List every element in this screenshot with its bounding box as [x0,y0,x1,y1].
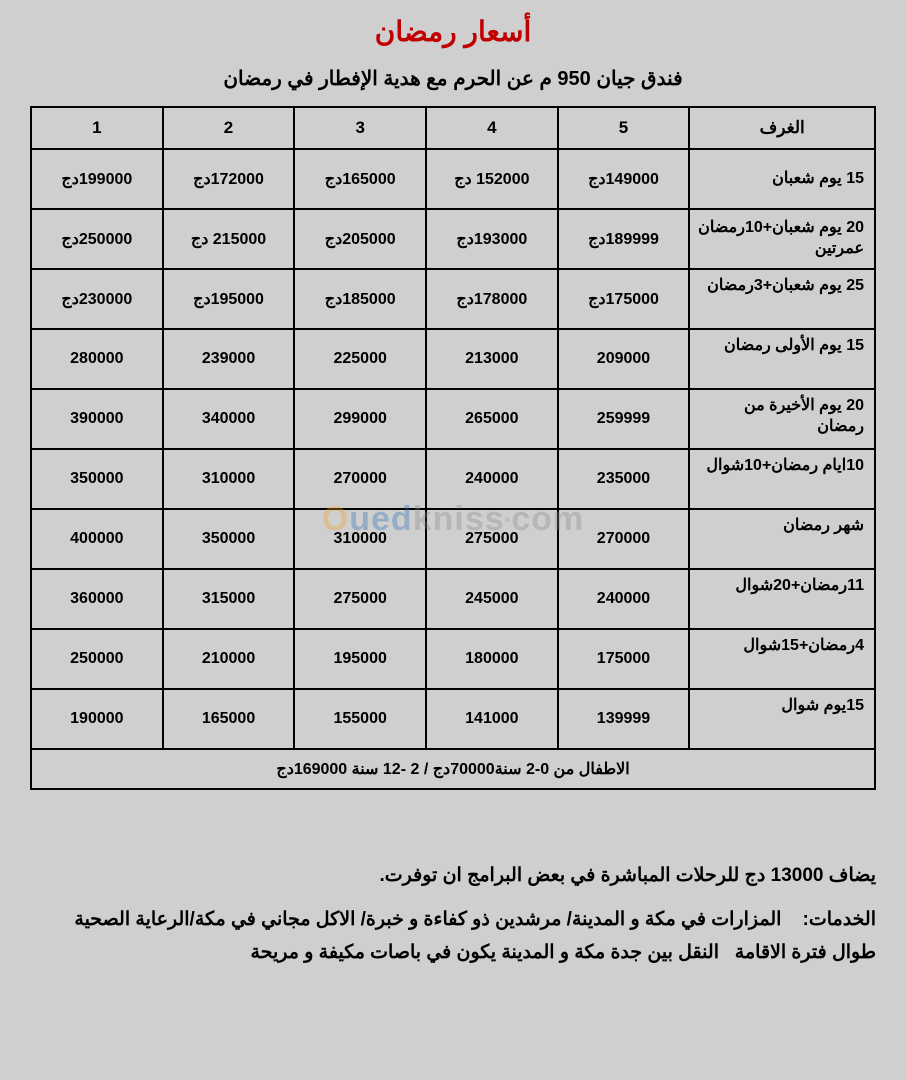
price-cell: 165000 [163,689,295,749]
table-row: 15 يوم الأولى رمضان209000213000225000239… [31,329,875,389]
price-cell: 240000 [558,569,690,629]
price-cell: 350000 [163,509,295,569]
price-cell: 235000 [558,449,690,509]
price-cell: 225000 [294,329,426,389]
price-cell: 360000 [31,569,163,629]
table-row: 20 يوم شعبان+10رمضان عمرتين189999دج19300… [31,209,875,269]
price-cell: 230000دج [31,269,163,329]
price-cell: 165000دج [294,149,426,209]
price-cell: 259999 [558,389,690,449]
table-row: 11رمضان+20شوال24000024500027500031500036… [31,569,875,629]
page-subtitle: فندق جيان 950 م عن الحرم مع هدية الإفطار… [30,66,876,91]
notes-section: يضاف 13000 دج للرحلات المباشرة في بعض ال… [30,860,876,969]
price-table: الغرف 5 4 3 2 1 15 يوم شعبان149000دج1520… [30,106,876,790]
price-cell: 139999 [558,689,690,749]
room-cell: 15 يوم شعبان [689,149,875,209]
price-cell: 149000دج [558,149,690,209]
price-cell: 310000 [163,449,295,509]
price-cell: 185000دج [294,269,426,329]
table-row: 15 يوم شعبان149000دج152000 دج165000دج172… [31,149,875,209]
price-cell: 239000 [163,329,295,389]
table-row: 20 يوم الأخيرة من رمضان25999926500029900… [31,389,875,449]
price-cell: 299000 [294,389,426,449]
room-cell: شهر رمضان [689,509,875,569]
note-services: الخدمات: المزارات في مكة و المدينة/ مرشد… [30,904,876,969]
page-title: أسعار رمضان [30,15,876,48]
room-cell: 10ايام رمضان+10شوال [689,449,875,509]
children-cell: الاطفال من 0-2 سنة70000دج / 2 -12 سنة 16… [31,749,875,789]
room-cell: 20 يوم الأخيرة من رمضان [689,389,875,449]
price-cell: 275000 [294,569,426,629]
price-cell: 190000 [31,689,163,749]
price-cell: 193000دج [426,209,558,269]
price-cell: 350000 [31,449,163,509]
price-cell: 270000 [558,509,690,569]
price-cell: 390000 [31,389,163,449]
price-cell: 215000 دج [163,209,295,269]
table-row: 4رمضان+15شوال175000180000195000210000250… [31,629,875,689]
room-cell: 4رمضان+15شوال [689,629,875,689]
table-row: 25 يوم شعبان+3رمضان175000دج178000دج18500… [31,269,875,329]
header-4: 4 [426,107,558,149]
price-cell: 180000 [426,629,558,689]
table-header-row: الغرف 5 4 3 2 1 [31,107,875,149]
price-cell: 270000 [294,449,426,509]
price-cell: 209000 [558,329,690,389]
room-cell: 20 يوم شعبان+10رمضان عمرتين [689,209,875,269]
room-cell: 15يوم شوال [689,689,875,749]
price-cell: 175000دج [558,269,690,329]
price-cell: 189999دج [558,209,690,269]
price-cell: 195000 [294,629,426,689]
price-cell: 152000 دج [426,149,558,209]
price-cell: 240000 [426,449,558,509]
price-cell: 400000 [31,509,163,569]
price-cell: 310000 [294,509,426,569]
price-cell: 315000 [163,569,295,629]
table-row: 10ايام رمضان+10شوال235000240000270000310… [31,449,875,509]
room-cell: 15 يوم الأولى رمضان [689,329,875,389]
price-cell: 250000 [31,629,163,689]
price-cell: 340000 [163,389,295,449]
table-row: شهر رمضان270000275000310000350000400000 [31,509,875,569]
price-cell: 195000دج [163,269,295,329]
price-cell: 245000 [426,569,558,629]
header-5: 5 [558,107,690,149]
price-cell: 141000 [426,689,558,749]
price-cell: 250000دج [31,209,163,269]
note-surcharge: يضاف 13000 دج للرحلات المباشرة في بعض ال… [30,860,876,892]
header-3: 3 [294,107,426,149]
header-1: 1 [31,107,163,149]
price-cell: 175000 [558,629,690,689]
price-cell: 172000دج [163,149,295,209]
table-row: 15يوم شوال139999141000155000165000190000 [31,689,875,749]
price-cell: 210000 [163,629,295,689]
price-cell: 213000 [426,329,558,389]
price-cell: 199000دج [31,149,163,209]
price-cell: 280000 [31,329,163,389]
header-rooms: الغرف [689,107,875,149]
price-cell: 205000دج [294,209,426,269]
price-cell: 275000 [426,509,558,569]
room-cell: 11رمضان+20شوال [689,569,875,629]
price-cell: 265000 [426,389,558,449]
room-cell: 25 يوم شعبان+3رمضان [689,269,875,329]
children-row: الاطفال من 0-2 سنة70000دج / 2 -12 سنة 16… [31,749,875,789]
header-2: 2 [163,107,295,149]
price-cell: 155000 [294,689,426,749]
price-cell: 178000دج [426,269,558,329]
